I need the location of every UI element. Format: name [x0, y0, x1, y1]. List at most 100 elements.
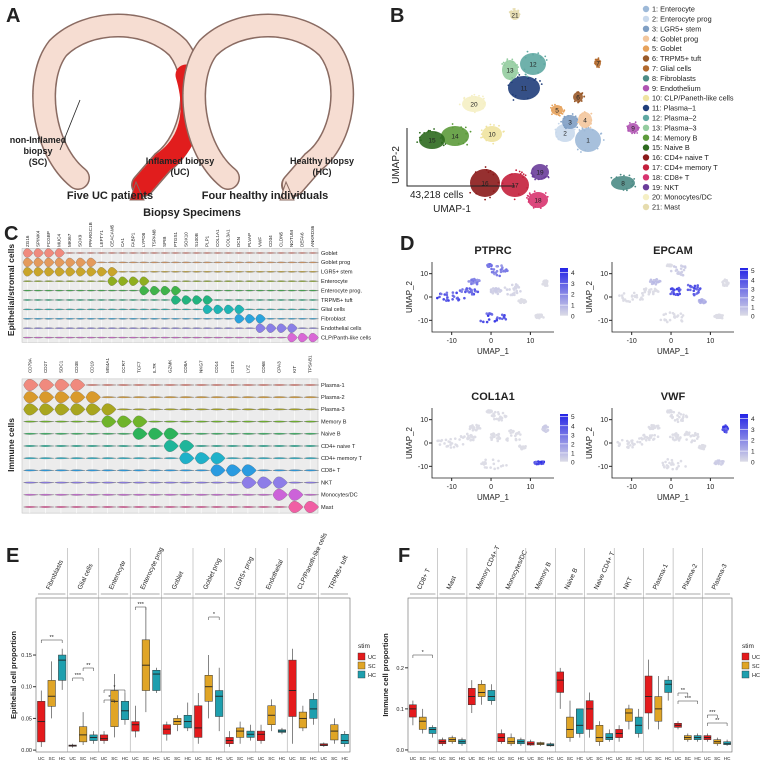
violin — [256, 384, 273, 386]
cell-dot — [651, 290, 655, 293]
violin — [43, 327, 55, 329]
x-tick-label: 0 — [489, 338, 493, 345]
colorbar — [560, 414, 568, 462]
cell-dot — [633, 132, 636, 135]
gene-label: CLDN5 — [279, 231, 284, 247]
cell-dot — [555, 113, 558, 116]
facet-label: Naive CD4+ T — [593, 551, 617, 591]
cell-dot — [545, 279, 549, 283]
cell-dot — [583, 95, 586, 98]
cluster-id: 13 — [506, 68, 514, 75]
cell-dot — [567, 114, 570, 117]
violin — [287, 323, 298, 333]
violin — [287, 445, 304, 447]
violin — [148, 427, 164, 440]
violin — [117, 336, 129, 339]
cell-dot — [500, 317, 504, 321]
x-tick-label: HC — [665, 756, 672, 761]
cell-dot — [497, 417, 501, 421]
violin — [38, 481, 54, 484]
cluster-id: 4 — [583, 118, 587, 125]
legend-swatch — [357, 652, 366, 661]
violin — [234, 271, 245, 273]
cell-dot — [721, 428, 725, 431]
violin — [191, 280, 203, 282]
cell-dot — [482, 97, 485, 100]
cluster-id: 7 — [596, 61, 600, 68]
violin — [225, 408, 241, 411]
axis-label: UMAP_2 — [405, 426, 414, 459]
colorbar-label: 2 — [571, 292, 575, 299]
violin — [202, 289, 213, 292]
violin — [138, 261, 150, 264]
violin — [212, 289, 224, 292]
cell-dot — [543, 176, 546, 179]
violin — [181, 289, 192, 292]
cluster-id: 5 — [555, 108, 559, 115]
significance-label: *** — [709, 710, 716, 716]
cell-dot — [497, 435, 500, 438]
violin — [286, 271, 298, 273]
violin — [308, 318, 319, 320]
cell-dot — [514, 437, 518, 441]
cluster-blob — [462, 96, 486, 112]
violin — [96, 289, 108, 292]
violin — [96, 267, 108, 277]
violin — [33, 280, 44, 282]
violin — [96, 252, 108, 254]
x-tick-label: UC — [226, 756, 233, 761]
violin — [23, 420, 39, 423]
cell-dot — [527, 77, 529, 80]
violin — [194, 481, 210, 484]
row-label: Goblet prog — [321, 260, 350, 266]
violin — [85, 506, 101, 508]
violin — [303, 384, 319, 386]
colorbar-label: 3 — [751, 427, 755, 434]
violin — [23, 432, 39, 435]
cell-dot — [501, 464, 505, 467]
gene-label: CA1 — [120, 238, 125, 247]
box — [644, 675, 653, 714]
violin — [234, 304, 245, 315]
cell-dot — [486, 314, 490, 317]
cell-dot — [633, 442, 636, 446]
cell-dot — [490, 267, 493, 271]
cell-dot — [438, 295, 441, 299]
violin — [132, 408, 148, 411]
significance-bracket — [40, 639, 63, 643]
cell-dot — [446, 296, 449, 299]
cell-dot — [449, 446, 453, 449]
cell-dot — [512, 288, 516, 291]
gene-label: SOX10 — [183, 232, 188, 247]
cell-dot — [648, 427, 652, 431]
cell-dot — [595, 58, 598, 61]
row-label: Plasma-1 — [321, 383, 345, 389]
y-tick-label: 0 — [424, 295, 428, 302]
cell-dot — [533, 79, 536, 82]
cell-dot — [677, 464, 680, 468]
cell-dot — [527, 195, 530, 198]
cell-dot — [451, 123, 454, 125]
violin — [308, 308, 319, 311]
violin — [223, 280, 234, 282]
cluster-id: 11 — [521, 86, 528, 93]
cell-dot — [590, 119, 593, 122]
x-tick-label: UC — [616, 756, 623, 761]
significance-bracket — [82, 667, 94, 671]
violin — [213, 304, 224, 315]
violin — [101, 457, 117, 460]
cell-dot — [677, 439, 681, 442]
cluster-blob — [482, 126, 502, 142]
axis-label: Epithelial cell proportion — [9, 631, 18, 719]
violin — [147, 396, 164, 399]
cluster-id: 12 — [529, 62, 537, 69]
violin — [75, 289, 86, 292]
violin — [163, 481, 179, 484]
violin — [85, 403, 101, 416]
legend-label: 1: Enterocyte — [652, 5, 695, 14]
violin — [308, 252, 319, 254]
cell-dot — [510, 10, 513, 13]
cell-dot — [485, 139, 488, 142]
violin — [160, 327, 171, 329]
cell-dot — [550, 106, 552, 109]
